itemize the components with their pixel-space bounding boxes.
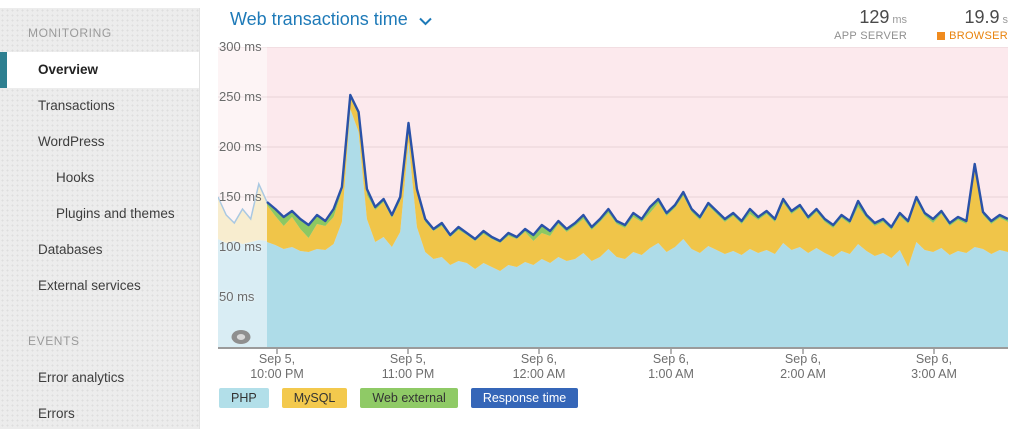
x-tick-label: Sep 6, 2:00 AM bbox=[780, 352, 826, 381]
chart-canvas[interactable] bbox=[217, 46, 1009, 355]
chart-area[interactable] bbox=[217, 46, 1009, 355]
x-tick-label: Sep 6, 12:00 AM bbox=[512, 352, 566, 381]
x-tick-label: Sep 5, 11:00 PM bbox=[381, 352, 435, 381]
app-server-stat[interactable]: 129 ms APP SERVER bbox=[834, 7, 907, 42]
sidebar-item-wordpress[interactable]: WordPress bbox=[38, 134, 105, 149]
app-server-value: 129 bbox=[859, 7, 890, 27]
legend-mysql[interactable]: MySQL bbox=[281, 388, 348, 408]
page-title: Web transactions time bbox=[230, 9, 408, 29]
sidebar-item-plugins-and-themes[interactable]: Plugins and themes bbox=[56, 206, 175, 221]
sidebar-item-transactions[interactable]: Transactions bbox=[38, 98, 115, 113]
sidebar-item-overview[interactable]: Overview bbox=[0, 52, 199, 88]
sidebar-item-databases[interactable]: Databases bbox=[38, 242, 103, 257]
x-tick-label: Sep 5, 10:00 PM bbox=[250, 352, 304, 381]
app-server-unit: ms bbox=[892, 14, 908, 26]
sidebar: MONITORING Overview Transactions WordPre… bbox=[0, 8, 200, 429]
sidebar-item-hooks[interactable]: Hooks bbox=[56, 170, 95, 185]
legend-web-external[interactable]: Web external bbox=[360, 388, 458, 408]
stats-bar: 129 ms APP SERVER 19.9 s BROWSER bbox=[834, 7, 1008, 42]
sidebar-item-error-analytics[interactable]: Error analytics bbox=[38, 370, 125, 385]
legend-php[interactable]: PHP bbox=[219, 388, 269, 408]
chart-legend: PHP MySQL Web external Response time bbox=[219, 388, 579, 408]
chart-title-dropdown[interactable]: Web transactions time bbox=[230, 9, 432, 30]
x-tick-label: Sep 6, 1:00 AM bbox=[648, 352, 694, 381]
sidebar-item-errors[interactable]: Errors bbox=[38, 406, 75, 421]
chevron-down-icon bbox=[419, 17, 432, 25]
main-panel: Web transactions time 129 ms APP SERVER 1… bbox=[200, 0, 1018, 429]
sidebar-section-events: EVENTS bbox=[28, 334, 80, 348]
sidebar-item-external-services[interactable]: External services bbox=[38, 278, 141, 293]
browser-stat[interactable]: 19.9 s BROWSER bbox=[937, 7, 1008, 42]
x-tick-label: Sep 6, 3:00 AM bbox=[911, 352, 957, 381]
legend-response-time[interactable]: Response time bbox=[470, 388, 579, 408]
browser-unit: s bbox=[1002, 14, 1009, 26]
browser-swatch-icon bbox=[937, 32, 946, 40]
app-server-label: APP SERVER bbox=[834, 30, 908, 42]
sidebar-section-monitoring: MONITORING bbox=[28, 26, 112, 40]
browser-value: 19.9 bbox=[964, 7, 1000, 27]
browser-label: BROWSER bbox=[949, 30, 1008, 42]
